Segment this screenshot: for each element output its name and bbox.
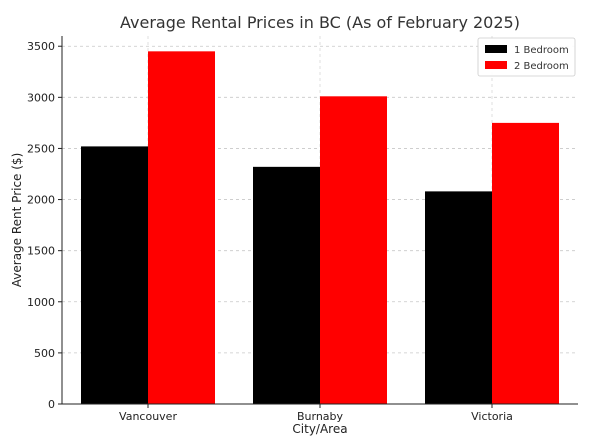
bars	[81, 51, 559, 405]
legend-swatch-1-bedroom	[485, 45, 507, 53]
y-tick-label: 3500	[27, 40, 55, 53]
x-axis-title: City/Area	[292, 422, 347, 436]
bar-vancouver-2-bedroom	[148, 51, 215, 404]
x-tick-label: Burnaby	[297, 410, 344, 423]
y-tick-label: 1500	[27, 245, 55, 258]
legend: 1 Bedroom 2 Bedroom	[477, 37, 576, 77]
y-tick-label: 2000	[27, 194, 55, 207]
x-tick-label: Victoria	[471, 410, 513, 423]
y-tick-label: 0	[48, 398, 55, 411]
y-tick-label: 2500	[27, 142, 55, 155]
y-tick-label: 500	[34, 347, 55, 360]
legend-swatch-2-bedroom	[485, 61, 507, 69]
bar-burnaby-1-bedroom	[253, 166, 320, 404]
y-tick-label: 1000	[27, 296, 55, 309]
bar-victoria-1-bedroom	[425, 191, 492, 404]
bar-vancouver-1-bedroom	[81, 146, 148, 404]
x-axis-ticks: Vancouver Burnaby Victoria	[119, 404, 513, 423]
chart-title: Average Rental Prices in BC (As of Febru…	[120, 13, 520, 32]
y-tick-label: 3000	[27, 91, 55, 104]
bar-burnaby-2-bedroom	[320, 96, 387, 405]
y-axis-title: Average Rent Price ($)	[10, 153, 24, 287]
legend-label-2-bedroom: 2 Bedroom	[514, 61, 569, 72]
x-tick-label: Vancouver	[119, 410, 177, 423]
bar-victoria-2-bedroom	[492, 122, 559, 404]
y-axis-ticks: 0 500 1000 1500 2000 2500 3000 3500	[27, 40, 62, 411]
legend-label-1-bedroom: 1 Bedroom	[514, 45, 569, 56]
